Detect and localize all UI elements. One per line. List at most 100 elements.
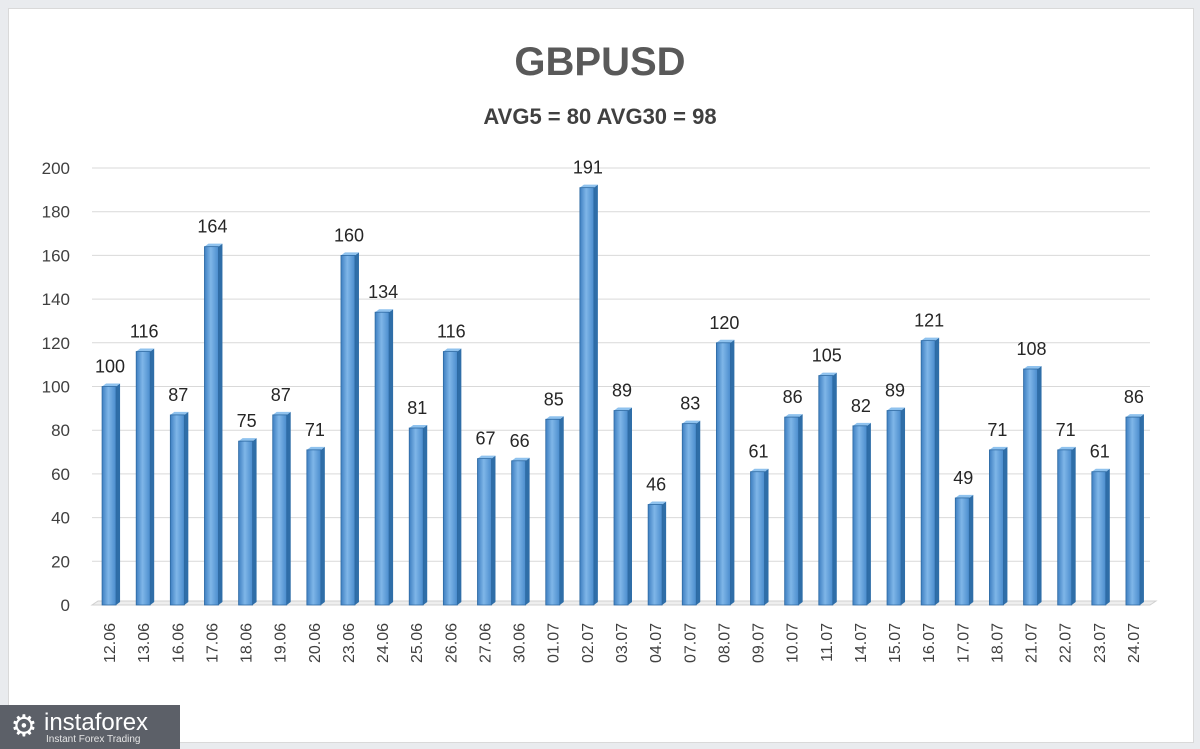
y-tick-label: 60: [51, 465, 70, 484]
x-tick-label: 07.07: [682, 623, 699, 663]
bar-02.07: [579, 184, 598, 606]
data-label: 105: [812, 346, 842, 366]
data-label: 89: [612, 381, 632, 401]
bars: [101, 184, 1144, 606]
bar-front: [715, 342, 731, 606]
bar-side: [1071, 446, 1076, 605]
chart-subtitle: AVG5 = 80 AVG30 = 98: [483, 104, 717, 129]
x-tick-label: 09.07: [751, 623, 768, 663]
bar-front: [852, 425, 868, 606]
x-tick-label: 13.06: [136, 623, 153, 663]
bar-24.06: [374, 309, 394, 606]
bar-front: [545, 418, 561, 606]
bar-top: [579, 184, 598, 188]
bar-side: [491, 455, 496, 605]
bar-side: [1037, 366, 1042, 605]
bar-top: [340, 252, 359, 256]
bar-front: [579, 187, 595, 606]
bar-front: [750, 471, 765, 606]
x-tick-label: 21.07: [1024, 623, 1041, 663]
bar-front: [374, 311, 390, 606]
bar-top: [1023, 366, 1042, 370]
data-label: 87: [271, 385, 291, 405]
bar-side: [457, 348, 462, 605]
bar-side: [1105, 468, 1110, 605]
bar-side: [832, 372, 837, 605]
bar-front: [204, 246, 219, 606]
y-tick-label: 40: [51, 509, 70, 528]
bar-front: [920, 340, 936, 606]
x-tick-label: 19.06: [273, 623, 290, 663]
data-label: 81: [407, 398, 427, 418]
data-label: 134: [368, 282, 398, 302]
bar-top: [614, 407, 632, 411]
bar-top: [852, 422, 871, 426]
bar-top: [818, 372, 837, 376]
bar-side: [389, 309, 394, 605]
x-tick-label: 04.07: [648, 623, 665, 663]
data-label: 121: [914, 311, 944, 331]
x-tick-label: 18.07: [989, 623, 1006, 663]
x-tick-label: 22.07: [1058, 623, 1075, 663]
y-tick-label: 200: [42, 159, 70, 178]
data-label: 61: [749, 442, 769, 462]
x-tick-label: 10.07: [785, 623, 802, 663]
x-tick-label: 26.06: [443, 623, 460, 663]
bar-14.07: [852, 422, 871, 606]
bar-top: [204, 243, 223, 247]
x-axis: 12.06 13.06 16.06 17.06 18.06 19.06 20.06 23.06…: [102, 623, 1143, 663]
bar-top: [545, 416, 564, 420]
bar-side: [525, 457, 530, 605]
bar-front: [1023, 368, 1038, 606]
x-tick-label: 27.06: [477, 623, 494, 663]
bar-side: [1139, 414, 1144, 605]
bar-04.07: [647, 501, 667, 606]
bar-24.07: [1125, 414, 1144, 606]
bar-side: [423, 425, 428, 605]
data-label: 89: [885, 381, 905, 401]
y-tick-label: 20: [51, 552, 70, 571]
bar-front: [886, 410, 902, 606]
bar-27.06: [477, 455, 496, 606]
data-label: 71: [305, 420, 325, 440]
bar-16.07: [920, 337, 940, 606]
y-axis: 0 20 40 60 80 100 120 140 160 180 200: [42, 159, 70, 615]
bar-side: [969, 494, 974, 605]
bar-front: [784, 416, 800, 606]
x-tick-label: 14.07: [853, 623, 870, 663]
bar-21.07: [1023, 366, 1042, 606]
bar-19.06: [272, 411, 291, 606]
bar-front: [681, 423, 697, 606]
bar-top: [784, 414, 803, 418]
bar-top: [648, 501, 667, 505]
bar-26.06: [442, 348, 462, 606]
bar-front: [1091, 471, 1107, 606]
bar-07.07: [681, 420, 701, 606]
bar-top: [1057, 446, 1076, 450]
bar-16.06: [169, 411, 189, 606]
y-tick-label: 160: [42, 246, 70, 265]
data-label: 116: [130, 322, 159, 342]
data-label: 87: [168, 385, 188, 405]
bar-front: [989, 449, 1004, 606]
bar-side: [286, 411, 291, 605]
bar-front: [647, 504, 663, 606]
bar-top: [238, 438, 257, 442]
bar-front: [306, 449, 322, 606]
bar-22.07: [1057, 446, 1076, 606]
data-label: 75: [237, 411, 257, 431]
bar-top: [716, 339, 735, 343]
bar-20.06: [306, 446, 325, 606]
bar-10.07: [784, 414, 803, 606]
bar-01.07: [545, 416, 564, 606]
x-tick-label: 17.07: [955, 623, 972, 663]
bar-18.07: [989, 446, 1008, 606]
bar-top: [272, 411, 291, 415]
bar-top: [375, 309, 394, 313]
bar-side: [798, 414, 803, 605]
data-label: 82: [851, 396, 871, 416]
bar-23.07: [1091, 468, 1110, 606]
y-tick-label: 180: [42, 203, 70, 222]
data-label: 116: [437, 322, 466, 342]
